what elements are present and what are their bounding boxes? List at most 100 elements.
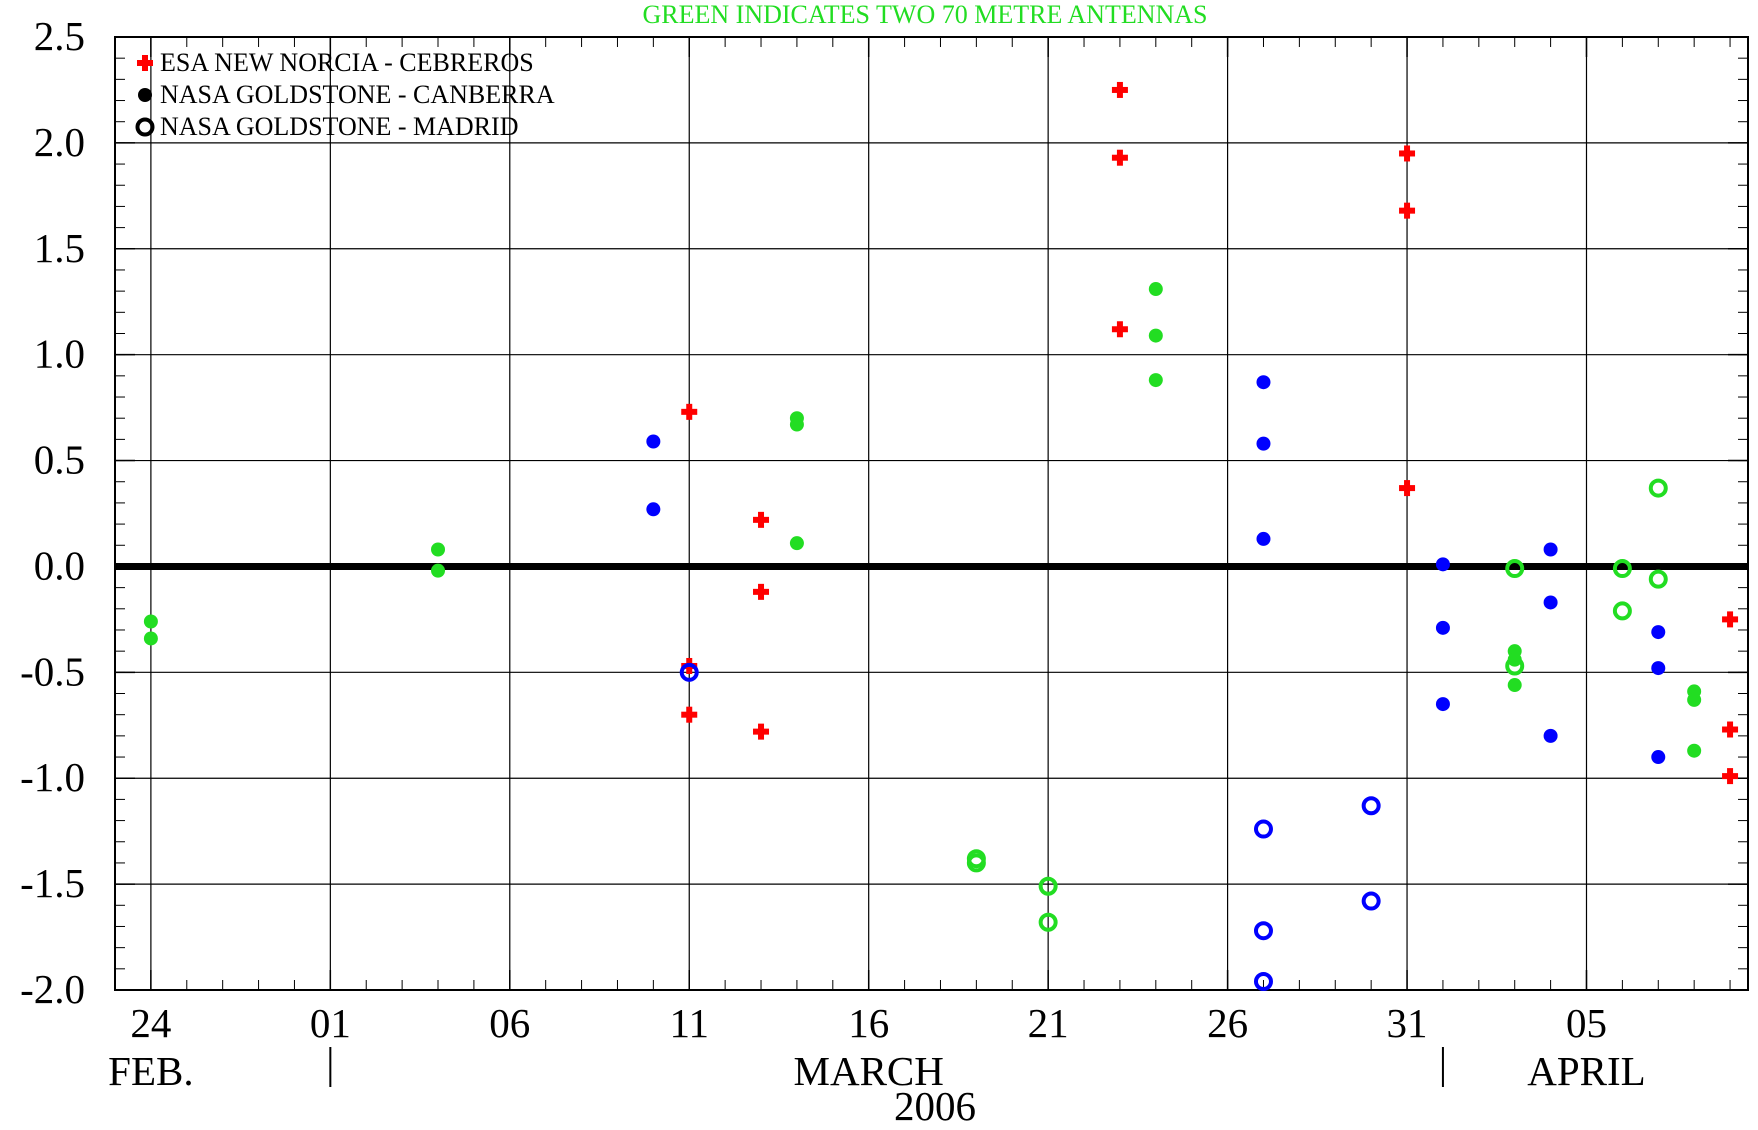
data-point-dot: [1148, 328, 1163, 343]
y-tick-label: -2.0: [20, 966, 85, 1012]
plus-bar: [1116, 149, 1123, 166]
data-point-plus: [1722, 721, 1739, 738]
plus-bar: [758, 511, 765, 528]
x-tick-label: 11: [669, 1000, 708, 1046]
data-point-plus: [753, 511, 770, 528]
x-tick-label: 26: [1207, 1000, 1248, 1046]
x-tick-label: 24: [130, 1000, 171, 1046]
legend-item: NASA GOLDSTONE - MADRID: [135, 112, 518, 141]
plus-bar: [758, 583, 765, 600]
data-point-ring: [966, 853, 986, 873]
axis-layer: 2.5 2.0 1.5 1.0 0.5 0.0 -0.5 -1.0 -1.5 -2.0 24 01 06…: [20, 13, 1749, 1094]
x-tick-label: 31: [1387, 1000, 1428, 1046]
plus-bar: [1404, 145, 1411, 162]
data-point-plus: [1722, 768, 1739, 785]
month-label: MARCH: [794, 1048, 944, 1094]
data-point-dot: [431, 542, 446, 557]
data-point-ring: [679, 662, 699, 682]
x-tick-label: 05: [1566, 1000, 1607, 1046]
y-tick-label: 1.5: [34, 225, 85, 271]
data-point-dot: [1148, 373, 1163, 388]
data-point-ring: [1253, 921, 1273, 941]
data-point-plus: [1111, 149, 1128, 166]
data-point-ring: [1253, 819, 1273, 839]
data-point-dot: [1435, 620, 1450, 635]
grid-layer: [115, 36, 1748, 991]
data-point-ring: [1038, 912, 1058, 932]
plus-bar: [686, 403, 693, 420]
plus-bar: [1404, 480, 1411, 497]
y-tick-label: 0.0: [34, 542, 85, 588]
legend: ESA NEW NORCIA - CEBREROS NASA GOLDSTONE …: [135, 48, 555, 141]
data-point-dot: [789, 417, 804, 432]
y-tick-label: 1.0: [34, 331, 85, 377]
data-point-dot: [1435, 697, 1450, 712]
y-tick-label: 0.5: [34, 437, 85, 483]
data-point-plus: [1111, 321, 1128, 338]
data-point-plus: [681, 706, 698, 723]
plus-bar: [1727, 768, 1734, 785]
y-tick-label: -0.5: [20, 648, 85, 694]
data-point-ring: [1253, 972, 1273, 992]
data-point-dot: [1148, 282, 1163, 297]
data-point-plus: [681, 403, 698, 420]
data-point-dot: [143, 631, 158, 646]
plus-bar: [1116, 81, 1123, 98]
plus-bar: [142, 55, 148, 71]
legend-marker-dot: [138, 88, 152, 102]
data-point-dot: [1256, 531, 1271, 546]
data-point-dot: [1543, 595, 1558, 610]
data-point-dot: [1435, 557, 1450, 572]
legend-marker-plus: [137, 55, 153, 71]
data-point-dot: [1543, 728, 1558, 743]
legend-item: NASA GOLDSTONE - CANBERRA: [138, 80, 555, 109]
chart-title: GREEN INDICATES TWO 70 METRE ANTENNAS: [643, 0, 1208, 29]
data-point-dot: [789, 536, 804, 551]
data-point-ring: [1038, 876, 1058, 896]
month-label: FEB.: [108, 1048, 193, 1094]
legend-marker-ring: [135, 117, 155, 137]
data-point-plus: [1399, 145, 1416, 162]
y-tick-label: -1.0: [20, 754, 85, 800]
x-axis-label: 2006: [894, 1083, 976, 1129]
y-tick-label: 2.5: [34, 13, 85, 59]
points-layer: [143, 81, 1739, 992]
data-point-ring: [1505, 559, 1525, 579]
data-point-dot: [1687, 692, 1702, 707]
data-point-ring: [1505, 656, 1525, 676]
x-tick-label: 01: [310, 1000, 351, 1046]
plus-bar: [686, 706, 693, 723]
legend-label: ESA NEW NORCIA - CEBREROS: [160, 48, 534, 77]
legend-label: NASA GOLDSTONE - MADRID: [160, 112, 518, 141]
data-point-dot: [1651, 750, 1666, 765]
x-tick-label: 06: [489, 1000, 530, 1046]
data-point-plus: [753, 723, 770, 740]
data-point-dot: [1543, 542, 1558, 557]
data-point-ring: [1361, 891, 1381, 911]
legend-item: ESA NEW NORCIA - CEBREROS: [137, 48, 534, 77]
x-tick-label: 16: [848, 1000, 889, 1046]
data-point-ring: [1612, 601, 1632, 621]
data-point-dot: [1651, 625, 1666, 640]
plus-bar: [758, 723, 765, 740]
data-point-dot: [1256, 436, 1271, 451]
data-point-dot: [646, 502, 661, 517]
data-point-ring: [1612, 559, 1632, 579]
data-point-dot: [1651, 661, 1666, 676]
data-point-plus: [753, 583, 770, 600]
data-point-ring: [1648, 569, 1668, 589]
data-point-plus: [1399, 480, 1416, 497]
data-point-dot: [1507, 678, 1522, 693]
plus-bar: [1727, 611, 1734, 628]
data-point-ring: [1648, 478, 1668, 498]
data-point-ring: [1361, 796, 1381, 816]
month-label: APRIL: [1527, 1048, 1645, 1094]
y-tick-label: -1.5: [20, 860, 85, 906]
data-point-dot: [143, 614, 158, 629]
data-point-dot: [646, 434, 661, 449]
data-point-dot: [1256, 375, 1271, 390]
plus-bar: [1727, 721, 1734, 738]
data-point-plus: [1399, 202, 1416, 219]
plus-bar: [1404, 202, 1411, 219]
